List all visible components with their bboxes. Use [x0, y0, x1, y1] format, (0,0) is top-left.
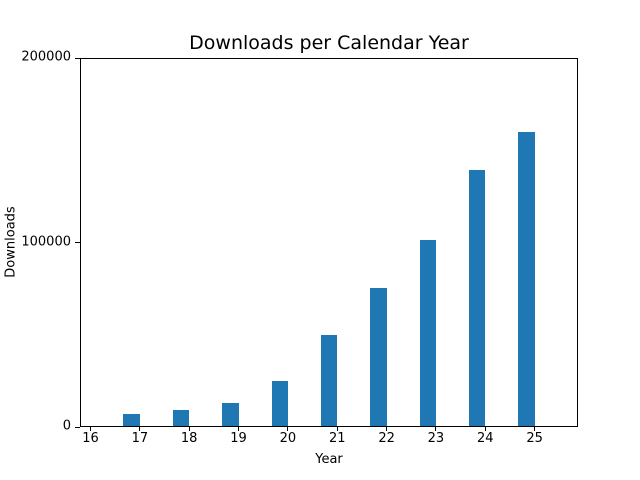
- x-tick-label-24: 24: [477, 431, 494, 446]
- bar-year-22: [370, 287, 387, 426]
- bar-year-25: [518, 131, 535, 426]
- y-tick-mark-200000: [75, 57, 80, 59]
- y-tick-mark-0: [75, 426, 80, 428]
- y-axis-label: Downloads: [3, 206, 19, 278]
- x-tick-label-22: 22: [378, 431, 395, 446]
- x-axis-label: Year: [315, 452, 343, 467]
- x-tick-mark-17: [139, 427, 141, 431]
- x-tick-mark-21: [336, 427, 338, 431]
- bar-year-19: [222, 402, 239, 426]
- bar-year-18: [172, 410, 190, 426]
- bar-year-20: [271, 380, 288, 426]
- x-tick-mark-16: [90, 427, 91, 431]
- x-tick-mark-19: [238, 427, 240, 431]
- bar-year-23: [419, 239, 436, 426]
- x-tick-mark-20: [287, 427, 289, 431]
- x-tick-mark-24: [484, 427, 486, 431]
- y-tick-label-200000: 200000: [21, 49, 71, 65]
- bar-year-17: [123, 413, 140, 426]
- bar-year-21: [320, 334, 338, 426]
- x-tick-label-19: 19: [230, 431, 247, 446]
- x-tick-label-16: 16: [82, 431, 99, 446]
- x-tick-mark-23: [435, 427, 437, 431]
- x-tick-label-20: 20: [279, 431, 297, 446]
- x-tick-label-17: 17: [131, 431, 149, 446]
- x-tick-mark-18: [188, 427, 190, 431]
- plot-area: [80, 58, 578, 427]
- x-tick-label-21: 21: [328, 431, 346, 446]
- y-tick-label-0: 0: [62, 418, 71, 434]
- x-tick-label-25: 25: [526, 431, 543, 446]
- x-tick-mark-25: [534, 427, 536, 431]
- x-tick-label-23: 23: [427, 431, 445, 446]
- bar-year-24: [468, 170, 486, 426]
- chart-title: Downloads per Calendar Year: [189, 32, 469, 54]
- y-tick-mark-100000: [75, 242, 80, 243]
- x-tick-label-18: 18: [180, 431, 198, 446]
- x-tick-mark-22: [386, 427, 388, 431]
- y-tick-label-100000: 100000: [21, 234, 71, 250]
